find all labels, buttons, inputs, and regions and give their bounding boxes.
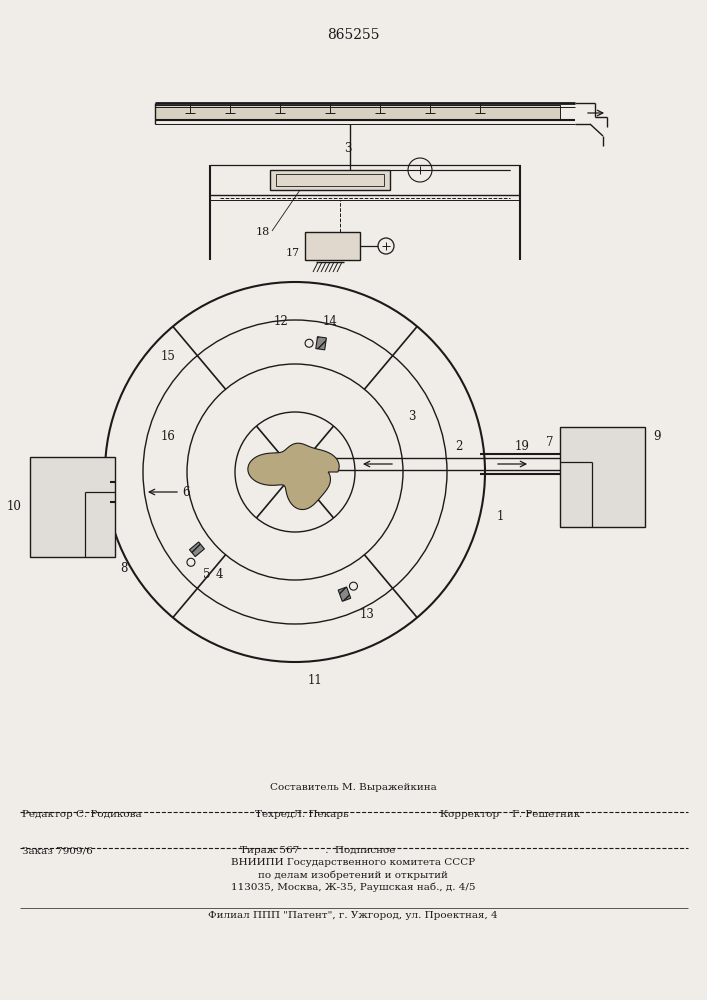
Text: 4: 4 bbox=[215, 568, 223, 581]
Text: 3: 3 bbox=[344, 141, 352, 154]
Bar bbox=[305, 232, 360, 260]
Text: 14: 14 bbox=[323, 315, 338, 328]
Text: 5: 5 bbox=[203, 568, 211, 581]
Text: по делам изобретений и открытий: по делам изобретений и открытий bbox=[258, 870, 448, 880]
Text: 7: 7 bbox=[547, 436, 554, 448]
Text: 10: 10 bbox=[7, 500, 22, 514]
Bar bbox=[286, 463, 304, 481]
Text: 15: 15 bbox=[160, 351, 175, 363]
Text: 1: 1 bbox=[497, 510, 504, 524]
Text: 12: 12 bbox=[274, 315, 288, 328]
Text: ТехредЛ. Пекарь: ТехредЛ. Пекарь bbox=[255, 810, 349, 819]
Text: 865255: 865255 bbox=[327, 28, 379, 42]
Text: Тираж 567        .  Подписное: Тираж 567 . Подписное bbox=[240, 846, 395, 855]
Text: 18: 18 bbox=[256, 227, 270, 237]
Text: Заказ 7909/6: Заказ 7909/6 bbox=[22, 846, 93, 855]
Text: 9: 9 bbox=[653, 430, 660, 444]
Text: 3: 3 bbox=[408, 410, 416, 424]
Text: Редактор С. Родикова: Редактор С. Родикова bbox=[22, 810, 141, 819]
Text: 19: 19 bbox=[515, 440, 530, 452]
Polygon shape bbox=[316, 337, 327, 350]
Text: ВНИИПИ Государственного комитета СССР: ВНИИПИ Государственного комитета СССР bbox=[231, 858, 475, 867]
Text: 17: 17 bbox=[286, 248, 300, 258]
Text: 2: 2 bbox=[455, 440, 462, 454]
Bar bbox=[30, 457, 115, 557]
Text: 8: 8 bbox=[120, 562, 127, 575]
Polygon shape bbox=[248, 443, 339, 510]
Text: 6: 6 bbox=[182, 486, 190, 498]
Bar bbox=[155, 105, 560, 120]
Text: 113035, Москва, Ж-35, Раушская наб., д. 4/5: 113035, Москва, Ж-35, Раушская наб., д. … bbox=[230, 882, 475, 892]
Bar bbox=[560, 427, 645, 527]
Polygon shape bbox=[338, 587, 351, 601]
Text: Составитель М. Выражейкина: Составитель М. Выражейкина bbox=[269, 783, 436, 792]
Text: Филиал ППП "Патент", г. Ужгород, ул. Проектная, 4: Филиал ППП "Патент", г. Ужгород, ул. Про… bbox=[208, 911, 498, 920]
Text: Корректор    Г. Решетник: Корректор Г. Решетник bbox=[440, 810, 580, 819]
Polygon shape bbox=[189, 542, 204, 557]
Bar bbox=[276, 174, 384, 186]
Text: 16: 16 bbox=[160, 430, 175, 444]
Text: 11: 11 bbox=[308, 674, 322, 686]
Bar bbox=[270, 170, 390, 190]
Text: 13: 13 bbox=[359, 608, 374, 621]
